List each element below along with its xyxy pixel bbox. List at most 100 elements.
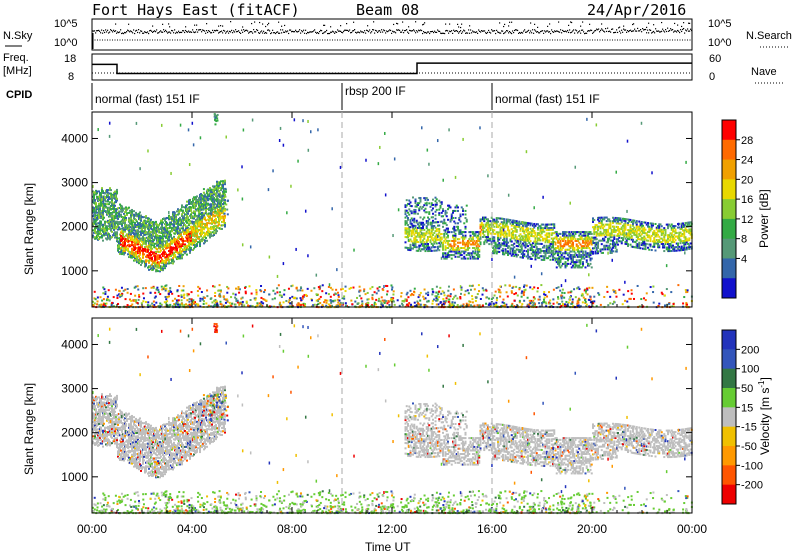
heatmap-cell <box>549 255 552 258</box>
heatmap-cell <box>207 199 209 202</box>
heatmap-cell <box>418 246 421 249</box>
heatmap-cell <box>523 232 526 235</box>
heatmap-cell <box>532 249 534 252</box>
heatmap-cell <box>519 236 522 239</box>
heatmap-cell <box>493 245 496 248</box>
heatmap-cell <box>425 248 428 251</box>
nsky-point <box>329 32 331 35</box>
heatmap-cell <box>124 251 126 254</box>
heatmap-cell <box>502 217 504 220</box>
heatmap-cell <box>522 242 524 245</box>
heatmap-cell <box>192 204 194 207</box>
heatmap-cell <box>580 248 583 251</box>
heatmap-cell <box>635 235 638 238</box>
heatmap-cell <box>527 257 529 260</box>
heatmap-cell <box>582 264 584 267</box>
heatmap-cell <box>644 244 647 247</box>
heatmap-cell <box>219 192 221 195</box>
heatmap-cell <box>627 218 629 221</box>
heatmap-cell <box>545 237 548 240</box>
heatmap-cell <box>181 214 183 217</box>
heatmap-cell <box>404 211 407 214</box>
heatmap-cell <box>159 242 161 245</box>
heatmap-cell <box>600 251 603 254</box>
heatmap-cell <box>164 267 166 270</box>
nsky-point <box>223 29 225 32</box>
heatmap-cell <box>414 205 417 208</box>
nsky-point <box>194 31 196 34</box>
heatmap-cell <box>550 246 553 249</box>
heatmap-cell <box>635 239 638 242</box>
heatmap-cell <box>590 239 593 242</box>
heatmap-cell <box>131 249 133 252</box>
heatmap-cell <box>429 221 432 224</box>
heatmap-cell <box>96 208 98 211</box>
heatmap-cell <box>515 241 518 244</box>
heatmap-cell <box>530 249 533 252</box>
heatmap-cell <box>182 227 184 230</box>
heatmap-cell <box>116 192 118 195</box>
nsky-point <box>538 32 540 34</box>
nsky-point <box>557 30 559 32</box>
heatmap-cell <box>115 227 117 230</box>
heatmap-cell <box>582 250 584 253</box>
heatmap-cell <box>99 230 101 233</box>
heatmap-cell <box>213 205 216 208</box>
heatmap-cell <box>462 243 464 246</box>
heatmap-cell <box>124 211 126 214</box>
heatmap-cell <box>629 218 632 221</box>
heatmap-cell <box>442 209 444 212</box>
heatmap-cell <box>562 245 564 248</box>
heatmap-cell <box>196 225 198 228</box>
heatmap-cell <box>527 229 529 232</box>
nsky-point <box>292 30 294 33</box>
heatmap-cell <box>537 233 539 236</box>
heatmap-cell <box>413 210 416 213</box>
nsky-point <box>112 31 114 33</box>
heatmap-cell <box>554 243 557 246</box>
heatmap-cell <box>113 202 115 205</box>
nsky-point <box>347 29 349 32</box>
heatmap-cell <box>169 244 171 247</box>
nsky-point <box>350 32 352 34</box>
heatmap-cell <box>135 234 137 237</box>
heatmap-cell <box>445 247 448 249</box>
heatmap-cell <box>563 232 566 235</box>
heatmap-cell <box>474 252 477 255</box>
heatmap-cell <box>439 201 442 204</box>
heatmap-cell <box>453 254 456 257</box>
heatmap-cell <box>594 238 597 241</box>
heatmap-cell <box>503 241 506 244</box>
heatmap-cell <box>109 238 111 241</box>
heatmap-cell <box>192 199 194 202</box>
heatmap-cell <box>196 227 198 230</box>
nsky-point <box>680 29 682 31</box>
nsky-point <box>422 24 424 26</box>
heatmap-cell <box>537 223 539 226</box>
heatmap-cell <box>124 220 126 223</box>
heatmap-cell <box>137 260 139 263</box>
heatmap-cell <box>463 236 466 239</box>
heatmap-cell <box>414 240 417 243</box>
heatmap-cell <box>412 224 414 227</box>
heatmap-cell <box>599 232 602 235</box>
heatmap-cell <box>515 223 518 226</box>
heatmap-cell <box>635 223 638 226</box>
heatmap-cell <box>639 231 642 234</box>
heatmap-cell <box>443 222 446 225</box>
heatmap-cell <box>642 228 644 231</box>
heatmap-cell <box>145 261 147 264</box>
heatmap-cell <box>201 240 203 243</box>
heatmap-cell <box>193 203 195 206</box>
heatmap-cell <box>577 255 579 258</box>
nsky-point <box>596 28 598 30</box>
heatmap-cell <box>534 233 537 236</box>
heatmap-cell <box>190 206 192 209</box>
heatmap-cell <box>106 189 108 192</box>
heatmap-cell <box>633 233 636 236</box>
nsky-point <box>663 30 665 32</box>
heatmap-cell <box>628 231 631 234</box>
heatmap-cell <box>164 228 166 231</box>
heatmap-cell <box>519 240 522 243</box>
heatmap-cell <box>202 236 204 239</box>
